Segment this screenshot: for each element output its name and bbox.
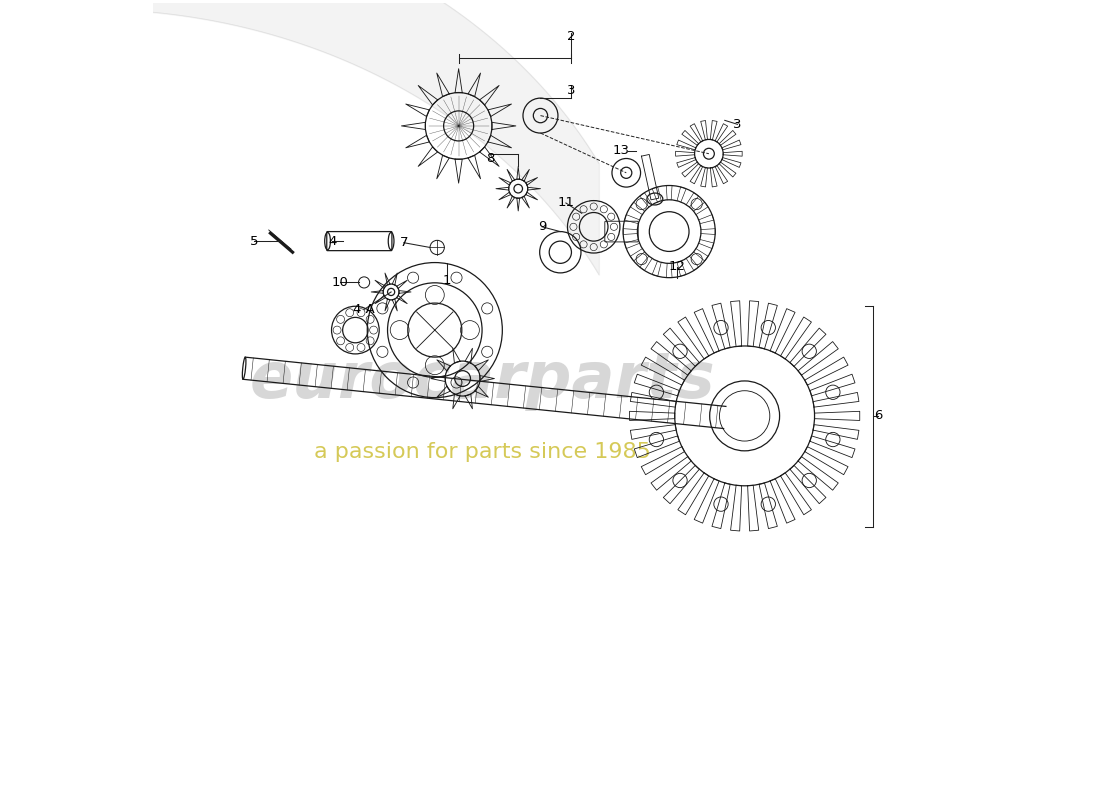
Text: 3: 3 <box>734 118 741 131</box>
Text: 7: 7 <box>399 236 408 250</box>
Text: 1: 1 <box>442 274 451 287</box>
Text: 6: 6 <box>873 410 882 422</box>
Text: 9: 9 <box>538 220 547 234</box>
Text: eurocarparts: eurocarparts <box>250 349 715 411</box>
Text: 3: 3 <box>568 84 575 97</box>
Text: 12: 12 <box>669 260 685 273</box>
Text: a passion for parts since 1985: a passion for parts since 1985 <box>314 442 651 462</box>
Text: 2: 2 <box>568 30 575 43</box>
Text: 5: 5 <box>250 234 258 248</box>
Text: 13: 13 <box>613 144 630 157</box>
Text: 11: 11 <box>558 197 574 210</box>
Text: 4: 4 <box>328 234 337 248</box>
Text: 10: 10 <box>332 276 349 289</box>
Text: 8: 8 <box>486 152 495 165</box>
Text: 4 A: 4 A <box>353 303 375 316</box>
